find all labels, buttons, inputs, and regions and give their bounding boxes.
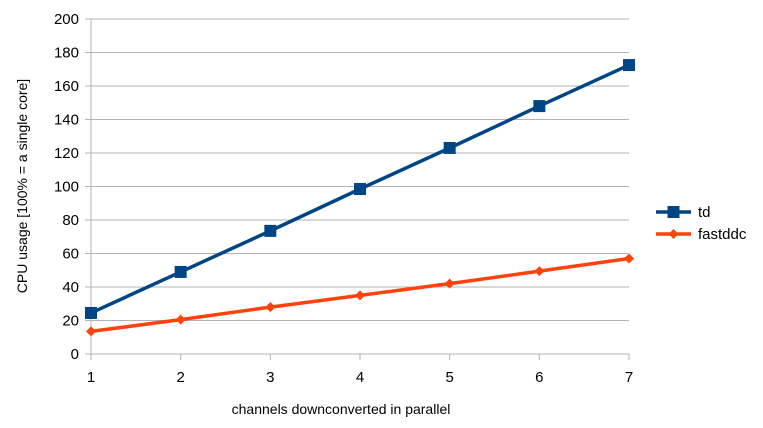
data-point-td — [85, 306, 97, 319]
data-point-fastddc — [86, 326, 96, 337]
data-point-fastddc — [444, 278, 455, 289]
data-point-td — [264, 224, 277, 237]
data-point-fastddc — [355, 290, 365, 301]
y-tick-label: 120 — [54, 145, 79, 162]
y-tick-label: 60 — [62, 246, 79, 263]
y-tick-label: 200 — [54, 11, 79, 28]
y-tick-label: 40 — [62, 279, 79, 296]
y-tick-label: 100 — [54, 179, 79, 196]
x-tick-labels: 1 2 3 4 5 6 7 — [87, 369, 633, 386]
data-point-td — [623, 59, 635, 72]
data-point-fastddc — [624, 253, 634, 264]
legend-marker-fastddc — [668, 229, 679, 239]
data-point-fastddc — [175, 314, 186, 325]
x-tick-label: 4 — [356, 369, 364, 386]
legend: td fastddc — [656, 204, 747, 243]
y-tick-label: 80 — [62, 212, 79, 229]
x-tick-label: 1 — [87, 369, 95, 386]
axes — [85, 18, 630, 360]
legend-label-fastddc: fastddc — [698, 226, 747, 243]
y-axis-title: CPU usage [100% = a single core] — [14, 79, 30, 293]
y-tick-label: 140 — [54, 112, 79, 129]
data-point-fastddc — [265, 302, 276, 313]
legend-marker-td — [667, 206, 680, 218]
y-tick-label: 20 — [62, 313, 79, 330]
y-tick-label: 160 — [54, 78, 79, 95]
y-tick-labels: 0 20 40 60 80 100 120 140 160 180 200 — [54, 11, 79, 363]
data-point-td — [443, 141, 456, 154]
y-tick-label: 0 — [71, 346, 79, 363]
x-tick-label: 2 — [176, 369, 184, 386]
data-point-td — [533, 100, 546, 113]
data-point-fastddc — [534, 266, 545, 277]
x-axis-title: channels downconverted in parallel — [232, 401, 451, 417]
x-tick-label: 7 — [625, 369, 633, 386]
data-point-td — [354, 183, 366, 196]
x-tick-label: 6 — [535, 369, 543, 386]
x-tick-label: 5 — [445, 369, 453, 386]
data-point-td — [174, 265, 187, 278]
series — [85, 59, 635, 337]
x-tick-label: 3 — [266, 369, 274, 386]
y-tick-label: 180 — [54, 45, 79, 62]
legend-label-td: td — [698, 204, 711, 221]
